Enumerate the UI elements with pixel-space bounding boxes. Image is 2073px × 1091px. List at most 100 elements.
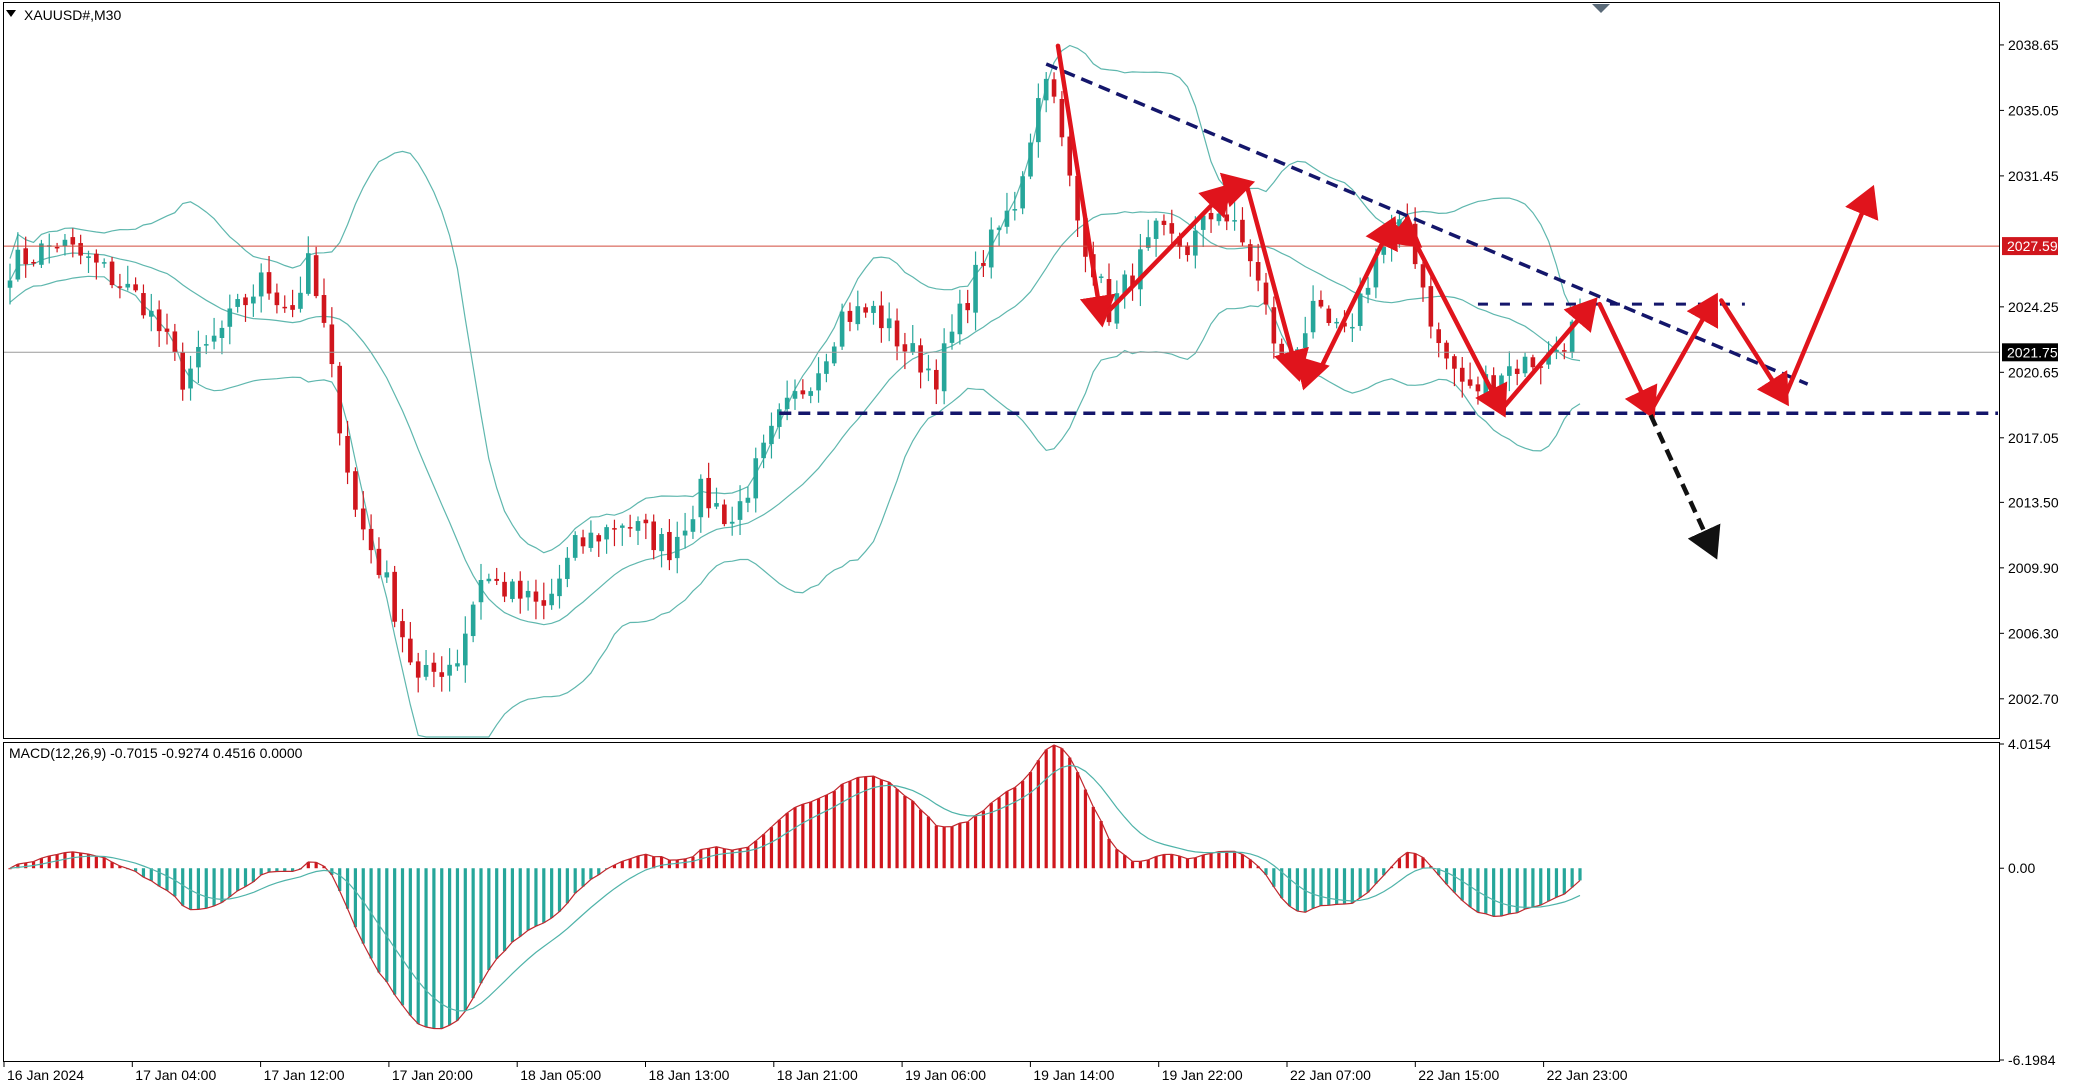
macd-bar [118, 866, 122, 869]
macd-axis[interactable]: 4.0154 0.00 -6.1984 [1999, 736, 2056, 1068]
macd-bar [1178, 856, 1182, 869]
candle [792, 379, 798, 410]
macd-bar [973, 815, 978, 869]
candle [517, 571, 523, 614]
projection-arrow [1648, 292, 1719, 414]
macd-bar [181, 868, 185, 906]
candle [486, 573, 492, 584]
candle [745, 486, 751, 513]
candle [227, 294, 233, 345]
candle [839, 303, 845, 350]
macd-bar [1413, 853, 1417, 869]
time-tick-label: 19 Jan 06:00 [905, 1067, 986, 1083]
macd-bar [212, 868, 216, 906]
shift-marker-icon[interactable] [1592, 4, 1610, 13]
time-tick-label: 17 Jan 20:00 [392, 1067, 473, 1083]
time-tick-label: 16 Jan 2024 [7, 1067, 84, 1083]
macd-bar [243, 868, 248, 887]
macd-bar [1547, 868, 1551, 902]
candle [965, 289, 970, 324]
macd-bar [267, 868, 271, 873]
candle [439, 656, 445, 692]
chart-menu-icon[interactable] [6, 10, 16, 17]
macd-pane[interactable] [3, 742, 2000, 1062]
macd-bar [173, 868, 177, 897]
candle [1028, 133, 1033, 180]
macd-bar [636, 856, 640, 869]
macd-bar [707, 848, 711, 869]
macd-bar [1382, 868, 1386, 876]
candle [408, 622, 413, 666]
candle [1004, 192, 1010, 234]
macd-bar [502, 868, 507, 952]
macd-bar [809, 801, 813, 869]
macd-bar [79, 852, 83, 869]
candle [910, 325, 916, 356]
candle [761, 434, 766, 469]
candle [290, 289, 295, 318]
projection-arrow [1719, 298, 1789, 407]
macd-bar [283, 868, 287, 872]
candle [557, 564, 562, 609]
candle [1562, 343, 1567, 360]
macd-bar [1311, 868, 1315, 909]
macd-bar [1060, 748, 1064, 869]
macd-bar [236, 868, 240, 891]
macd-bar [675, 859, 679, 869]
macd-bar [856, 777, 860, 869]
macd-bar [557, 868, 562, 912]
macd-tick-label: -6.1984 [2008, 1052, 2056, 1068]
candle [1507, 351, 1512, 392]
macd-indicator [8, 744, 1582, 1030]
breakdown-arrow [1648, 414, 1721, 560]
macd-bar [39, 858, 43, 869]
macd-bar [440, 868, 444, 1029]
candle [604, 524, 609, 554]
price-tick-label: 2020.65 [2008, 364, 2059, 380]
candle [219, 320, 225, 355]
macd-bar [110, 862, 114, 869]
candle [612, 519, 617, 547]
time-tick-label: 17 Jan 12:00 [264, 1067, 345, 1083]
price-axis[interactable]: 2038.65 2035.05 2031.45 2024.25 2020.65 2017.… [1999, 37, 2059, 707]
price-pane[interactable] [3, 2, 2000, 739]
candle [1248, 239, 1253, 277]
candle [235, 293, 240, 313]
macd-bar [1421, 857, 1425, 869]
macd-bar [1217, 851, 1221, 869]
macd-bar [479, 868, 483, 984]
candle [1452, 354, 1457, 387]
macd-bar [1554, 868, 1559, 898]
macd-bar [550, 868, 554, 919]
candle [847, 302, 853, 332]
candle [1020, 171, 1025, 215]
candle [149, 293, 154, 332]
candle [360, 491, 366, 541]
candle [596, 533, 602, 557]
time-tick-label: 22 Jan 07:00 [1290, 1067, 1371, 1083]
macd-bar [966, 821, 970, 869]
macd-bar [1028, 772, 1033, 869]
macd-bar [196, 868, 200, 910]
macd-bar [652, 856, 656, 869]
macd-bar [722, 848, 726, 869]
time-axis[interactable]: 16 Jan 2024 17 Jan 04:00 17 Jan 12:00 17 Ja… [3, 1062, 1628, 1083]
macd-bar [259, 868, 263, 875]
macd-bar [1130, 861, 1135, 869]
candle [831, 342, 837, 367]
candle [1185, 242, 1190, 262]
candle [156, 300, 162, 347]
macd-bar [589, 868, 593, 880]
projection-arrow [1781, 184, 1879, 401]
projection-arrow [1055, 43, 1116, 328]
candle [988, 217, 994, 279]
candle [1169, 209, 1175, 249]
candle [447, 648, 452, 692]
macd-bar [306, 861, 310, 869]
candle [1326, 305, 1332, 326]
candle [769, 412, 774, 459]
macd-bar [1523, 868, 1527, 910]
candle [533, 579, 539, 620]
candle [682, 512, 688, 549]
candle [1428, 272, 1434, 339]
